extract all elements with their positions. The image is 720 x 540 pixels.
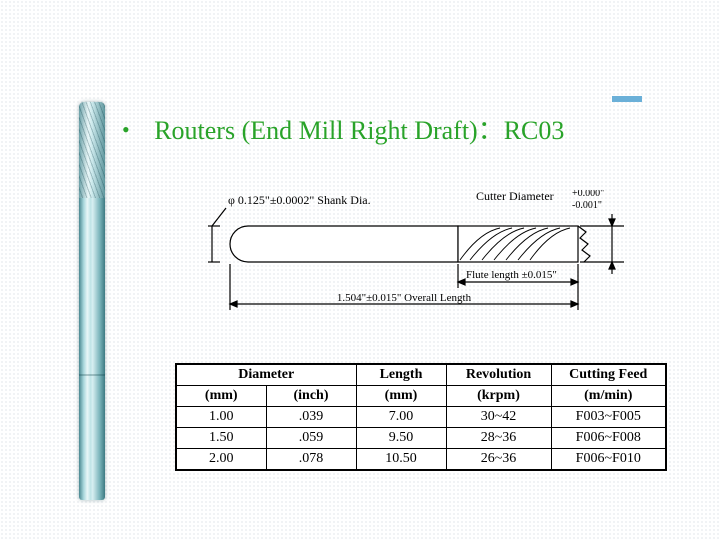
spec-table-body: 1.00 .039 7.00 30~42 F003~F005 1.50 .059… [176, 407, 666, 471]
cutter-dim [580, 214, 624, 274]
hdr-length: Length [356, 364, 446, 386]
cell: 1.50 [176, 428, 266, 449]
cell: 26~36 [446, 449, 551, 471]
table-row: 1.00 .039 7.00 30~42 F003~F005 [176, 407, 666, 428]
shank-dim [208, 208, 226, 262]
cell: 9.50 [356, 428, 446, 449]
hdr-inch: (inch) [266, 386, 356, 407]
cell: 28~36 [446, 428, 551, 449]
shank-label: φ 0.125"±0.0002" Shank Dia. [228, 193, 371, 207]
title-text: Routers (End Mill Right Draft)：RC03 [154, 116, 564, 145]
hdr-rev-unit: (krpm) [446, 386, 551, 407]
hdr-length-unit: (mm) [356, 386, 446, 407]
hdr-mm: (mm) [176, 386, 266, 407]
hdr-diameter: Diameter [176, 364, 356, 386]
cell: 30~42 [446, 407, 551, 428]
cell: F003~F005 [551, 407, 666, 428]
cell: F006~F010 [551, 449, 666, 471]
end-mill-photo [79, 102, 105, 500]
table-row: 1.50 .059 9.50 28~36 F006~F008 [176, 428, 666, 449]
hdr-feed: Cutting Feed [551, 364, 666, 386]
table-row: 2.00 .078 10.50 26~36 F006~F010 [176, 449, 666, 471]
cell: F006~F008 [551, 428, 666, 449]
hdr-feed-unit: (m/min) [551, 386, 666, 407]
overall-label: 1.504"±0.015" Overall Length [337, 292, 472, 304]
cutter-label: Cutter Diameter [476, 190, 554, 203]
hdr-revolution: Revolution [446, 364, 551, 386]
flute-label: Flute length ±0.015" [466, 269, 557, 281]
end-mill-diagram: φ 0.125"±0.0002" Shank Dia. Cutter Diame… [208, 190, 628, 318]
bullet-icon: • [122, 117, 130, 142]
cell: .078 [266, 449, 356, 471]
shank-outline [230, 226, 458, 262]
cell: 7.00 [356, 407, 446, 428]
accent-bar [612, 96, 642, 102]
spec-table: Diameter Length Revolution Cutting Feed … [175, 363, 667, 471]
cell: 10.50 [356, 449, 446, 471]
cell: 2.00 [176, 449, 266, 471]
cell: .039 [266, 407, 356, 428]
break-line [578, 226, 590, 262]
slide-title: • Routers (End Mill Right Draft)：RC03 [122, 110, 564, 147]
cell: 1.00 [176, 407, 266, 428]
cell: .059 [266, 428, 356, 449]
cutter-tol-top: +0.000" [572, 190, 604, 199]
cutter-tol-bot: -0.001" [572, 200, 602, 211]
